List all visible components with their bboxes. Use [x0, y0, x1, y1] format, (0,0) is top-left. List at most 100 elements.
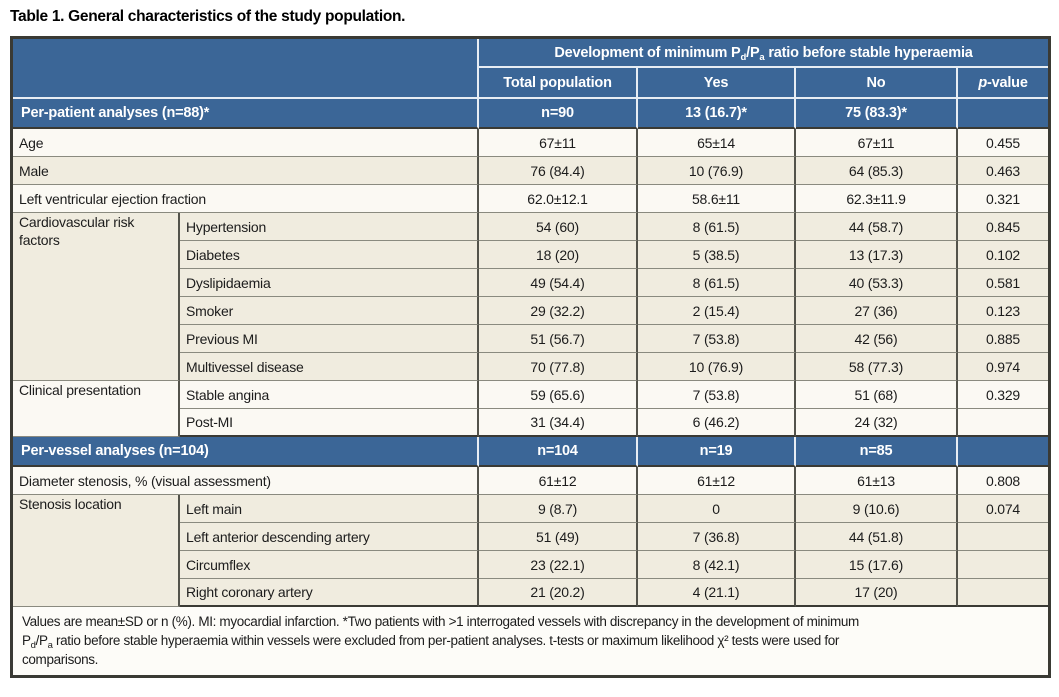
- table-row-left-main: Stenosis location Left main 9 (8.7) 0 9 …: [13, 495, 1049, 607]
- section-label: Per-patient analyses (n=88)*: [13, 99, 479, 129]
- table-row-smoker: Smoker 29 (32.2) 2 (15.4) 27 (36) 0.123: [13, 297, 1049, 325]
- cell-no: 27 (36): [796, 297, 958, 325]
- section-no: n=85: [796, 437, 958, 467]
- row-label: Circumflex: [180, 551, 479, 579]
- footnote-row: Values are mean±SD or n (%). MI: myocard…: [13, 607, 1049, 675]
- table-row-post-mi: Post-MI 31 (34.4) 6 (46.2) 24 (32): [13, 409, 1049, 437]
- cell-total: 21 (20.2): [479, 579, 638, 607]
- row-label: Post-MI: [180, 409, 479, 437]
- cell-no: 15 (17.6): [796, 551, 958, 579]
- group-label-cardiovascular-risk-factors: Cardiovascular risk factors: [13, 213, 180, 381]
- cell-no: 40 (53.3): [796, 269, 958, 297]
- cell-yes: 8 (61.5): [638, 213, 796, 241]
- cell-no: 51 (68): [796, 381, 958, 409]
- cell-no: 44 (51.8): [796, 523, 958, 551]
- table-row-circumflex: Circumflex 23 (22.1) 8 (42.1) 15 (17.6): [13, 551, 1049, 579]
- cell-no: 44 (58.7): [796, 213, 958, 241]
- section-total: n=104: [479, 437, 638, 467]
- row-label: Multivessel disease: [180, 353, 479, 381]
- cell-total: 62.0±12.1: [479, 185, 638, 213]
- cell-total: 18 (20): [479, 241, 638, 269]
- table-row-lad: Left anterior descending artery 51 (49) …: [13, 523, 1049, 551]
- table-row-previous-mi: Previous MI 51 (56.7) 7 (53.8) 42 (56) 0…: [13, 325, 1049, 353]
- cell-p: [958, 409, 1049, 437]
- column-header-total-population: Total population: [479, 68, 638, 99]
- cell-yes: 2 (15.4): [638, 297, 796, 325]
- row-label: Smoker: [180, 297, 479, 325]
- cell-no: 13 (17.3): [796, 241, 958, 269]
- header-row-span: Development of minimum Pd/Pa ratio befor…: [13, 39, 1049, 99]
- table-row-male: Male 76 (84.4) 10 (76.9) 64 (85.3) 0.463: [13, 157, 1049, 185]
- section-yes: n=19: [638, 437, 796, 467]
- footnote-line2-mid: /P: [35, 633, 48, 648]
- cell-total: 49 (54.4): [479, 269, 638, 297]
- cell-total: 61±12: [479, 467, 638, 495]
- header-span-mid: /P: [746, 44, 760, 61]
- subscript-d: d: [740, 51, 747, 63]
- cell-p: 0.102: [958, 241, 1049, 269]
- cell-p: [958, 551, 1049, 579]
- section-row-per-patient: Per-patient analyses (n=88)* n=90 13 (16…: [13, 99, 1049, 129]
- header-span-post: ratio before stable hyperaemia: [764, 44, 973, 61]
- cell-p: 0.329: [958, 381, 1049, 409]
- cell-total: 59 (65.6): [479, 381, 638, 409]
- cell-total: 51 (56.7): [479, 325, 638, 353]
- table-row-age: Age 67±11 65±14 67±11 0.455: [13, 129, 1049, 157]
- section-label: Per-vessel analyses (n=104): [13, 437, 479, 467]
- group-label-clinical-presentation: Clinical presentation: [13, 381, 180, 437]
- cell-total: 31 (34.4): [479, 409, 638, 437]
- cell-yes: 7 (53.8): [638, 381, 796, 409]
- table-row-dyslipidaemia: Dyslipidaemia 49 (54.4) 8 (61.5) 40 (53.…: [13, 269, 1049, 297]
- cell-p: 0.463: [958, 157, 1049, 185]
- cell-total: 51 (49): [479, 523, 638, 551]
- cell-p: 0.321: [958, 185, 1049, 213]
- table-row-diabetes: Diabetes 18 (20) 5 (38.5) 13 (17.3) 0.10…: [13, 241, 1049, 269]
- row-label: Age: [13, 129, 479, 157]
- header-span-title: Development of minimum Pd/Pa ratio befor…: [479, 39, 1049, 68]
- cell-yes: 10 (76.9): [638, 157, 796, 185]
- row-label: Diabetes: [180, 241, 479, 269]
- row-label: Left main: [180, 495, 479, 523]
- row-label: Left anterior descending artery: [180, 523, 479, 551]
- section-total: n=90: [479, 99, 638, 129]
- cell-yes: 7 (36.8): [638, 523, 796, 551]
- section-p: [958, 99, 1049, 129]
- cell-yes: 6 (46.2): [638, 409, 796, 437]
- cell-p: 0.123: [958, 297, 1049, 325]
- row-label: Previous MI: [180, 325, 479, 353]
- cell-no: 64 (85.3): [796, 157, 958, 185]
- cell-no: 62.3±11.9: [796, 185, 958, 213]
- cell-yes: 5 (38.5): [638, 241, 796, 269]
- row-label: Left ventricular ejection fraction: [13, 185, 479, 213]
- table-title: Table 1. General characteristics of the …: [10, 8, 406, 25]
- cell-p: 0.845: [958, 213, 1049, 241]
- cell-no: 17 (20): [796, 579, 958, 607]
- cell-no: 24 (32): [796, 409, 958, 437]
- cell-yes: 61±12: [638, 467, 796, 495]
- cell-total: 54 (60): [479, 213, 638, 241]
- row-label: Diameter stenosis, % (visual assessment): [13, 467, 479, 495]
- footnote-line3: comparisons.: [22, 652, 99, 667]
- footnote-line2-post: ratio before stable hyperaemia within ve…: [52, 633, 840, 648]
- footnote-line1: Values are mean±SD or n (%). MI: myocard…: [22, 614, 859, 629]
- cell-yes: 65±14: [638, 129, 796, 157]
- subscript-a: a: [47, 640, 53, 651]
- p-italic: p: [978, 74, 987, 91]
- cell-no: 67±11: [796, 129, 958, 157]
- header-span-text: Development of minimum P: [554, 44, 741, 61]
- study-characteristics-table: Development of minimum Pd/Pa ratio befor…: [10, 36, 1052, 678]
- cell-total: 76 (84.4): [479, 157, 638, 185]
- section-p: [958, 437, 1049, 467]
- subscript-d: d: [30, 640, 36, 651]
- group-label-stenosis-location: Stenosis location: [13, 495, 180, 607]
- cell-yes: 8 (42.1): [638, 551, 796, 579]
- footnote-line2-pre: P: [22, 633, 31, 648]
- row-label: Right coronary artery: [180, 579, 479, 607]
- row-label: Male: [13, 157, 479, 185]
- cell-p: 0.974: [958, 353, 1049, 381]
- cell-yes: 0: [638, 495, 796, 523]
- cell-no: 58 (77.3): [796, 353, 958, 381]
- cell-total: 23 (22.1): [479, 551, 638, 579]
- cell-no: 61±13: [796, 467, 958, 495]
